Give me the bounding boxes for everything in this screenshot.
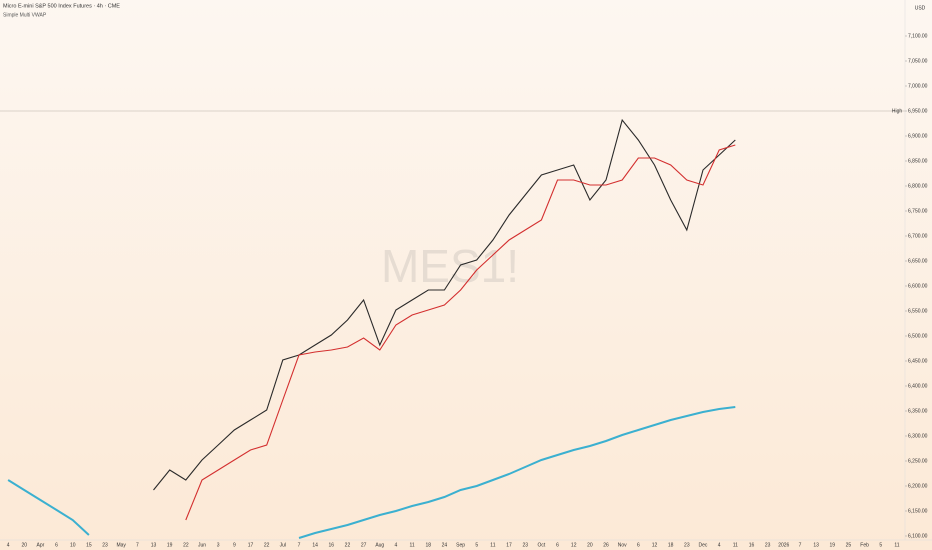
x-tick-label: 16 xyxy=(329,542,335,548)
y-tick-label: 6,450.00 xyxy=(908,358,928,364)
x-tick-label: 18 xyxy=(425,542,431,548)
x-tick-label: May xyxy=(116,542,126,548)
x-tick-label: Jul xyxy=(280,542,286,548)
indicator-label: Simple Multi VWAP xyxy=(3,12,47,18)
y-tick-label: 6,800.00 xyxy=(908,183,928,189)
x-tick-label: 3 xyxy=(217,542,220,548)
x-tick-label: 12 xyxy=(571,542,577,548)
x-tick-label: 13 xyxy=(813,542,819,548)
x-tick-label: 14 xyxy=(312,542,318,548)
x-tick-label: 9 xyxy=(233,542,236,548)
x-tick-label: 7 xyxy=(298,542,301,548)
x-tick-label: Oct xyxy=(537,542,545,548)
x-tick-label: 17 xyxy=(248,542,254,548)
chart-title: Micro E-mini S&P 500 Index Futures · 4h … xyxy=(3,3,120,9)
x-tick-label: 11 xyxy=(490,542,495,548)
x-tick-label: 6 xyxy=(637,542,640,548)
x-tick-label: 20 xyxy=(21,542,27,548)
y-tick-label: 7,000.00 xyxy=(908,83,928,89)
x-tick-label: 23 xyxy=(765,542,771,548)
x-tick-label: 11 xyxy=(733,542,738,548)
x-tick-label: 18 xyxy=(668,542,674,548)
x-tick-label: 4 xyxy=(395,542,398,548)
x-tick-label: 25 xyxy=(846,542,852,548)
series-line xyxy=(153,118,736,491)
x-tick-label: 16 xyxy=(749,542,755,548)
y-tick-label: 6,600.00 xyxy=(908,283,928,289)
x-tick-label: 23 xyxy=(522,542,528,548)
x-tick-label: Apr xyxy=(37,542,45,548)
y-tick-label: 6,500.00 xyxy=(908,333,928,339)
series-line xyxy=(7,406,736,539)
y-tick-label: 6,300.00 xyxy=(908,433,928,439)
x-tick-label: 22 xyxy=(183,542,189,548)
x-tick-label: 10 xyxy=(70,542,76,548)
x-tick-label: 24 xyxy=(442,542,448,548)
x-tick-label: 22 xyxy=(264,542,270,548)
x-tick-label: 2026 xyxy=(778,542,789,548)
x-tick-label: 13 xyxy=(151,542,157,548)
y-tick-label: 6,250.00 xyxy=(908,458,928,464)
x-tick-label: Nov xyxy=(618,542,627,548)
x-tick-label: 6 xyxy=(55,542,58,548)
x-tick-label: 22 xyxy=(345,542,351,548)
x-tick-label: 17 xyxy=(506,542,512,548)
y-tick-label: 7,050.00 xyxy=(908,58,928,64)
x-tick-label: 5 xyxy=(475,542,478,548)
y-tick-label: 6,900.00 xyxy=(908,133,928,139)
x-tick-label: 15 xyxy=(86,542,92,548)
x-tick-label: Dec xyxy=(699,542,708,548)
y-tick-label: 6,550.00 xyxy=(908,308,928,314)
currency: USD xyxy=(915,5,926,11)
x-tick-label: Jun xyxy=(198,542,206,548)
x-tick-label: 7 xyxy=(799,542,802,548)
series-line xyxy=(185,144,736,521)
x-tick-label: 23 xyxy=(684,542,690,548)
x-tick-label: Aug xyxy=(375,542,384,548)
x-tick-label: 26 xyxy=(603,542,609,548)
y-tick-label: 6,200.00 xyxy=(908,483,928,489)
y-tick-label: 6,400.00 xyxy=(908,383,928,389)
x-tick-label: 4 xyxy=(7,542,10,548)
y-tick-label: 6,750.00 xyxy=(908,208,928,214)
x-tick-label: 5 xyxy=(879,542,882,548)
x-tick-label: 19 xyxy=(167,542,173,548)
x-tick-label: 19 xyxy=(829,542,835,548)
x-tick-label: 11 xyxy=(409,542,414,548)
x-tick-label: Feb xyxy=(860,542,869,548)
x-tick-label: Sep xyxy=(456,542,465,548)
x-tick-label: 4 xyxy=(718,542,721,548)
x-tick-label: 27 xyxy=(361,542,367,548)
y-tick-label: 6,650.00 xyxy=(908,258,928,264)
y-tick-label: 6,950.00 xyxy=(908,108,928,114)
watermark: MES1! xyxy=(381,240,519,292)
y-tick-label: 6,700.00 xyxy=(908,233,928,239)
x-tick-label: 20 xyxy=(587,542,593,548)
x-tick-label: 6 xyxy=(556,542,559,548)
x-tick-label: 23 xyxy=(102,542,108,548)
y-tick-label: 6,350.00 xyxy=(908,408,928,414)
y-tick-label: 6,100.00 xyxy=(908,533,928,539)
y-tick-label: 7,100.00 xyxy=(908,33,928,39)
x-tick-label: 12 xyxy=(652,542,658,548)
y-tick-label: 6,150.00 xyxy=(908,508,928,514)
high-label: High xyxy=(892,108,903,114)
y-tick-label: 6,850.00 xyxy=(908,158,928,164)
x-tick-label: 7 xyxy=(136,542,139,548)
x-tick-label: 11 xyxy=(894,542,899,548)
